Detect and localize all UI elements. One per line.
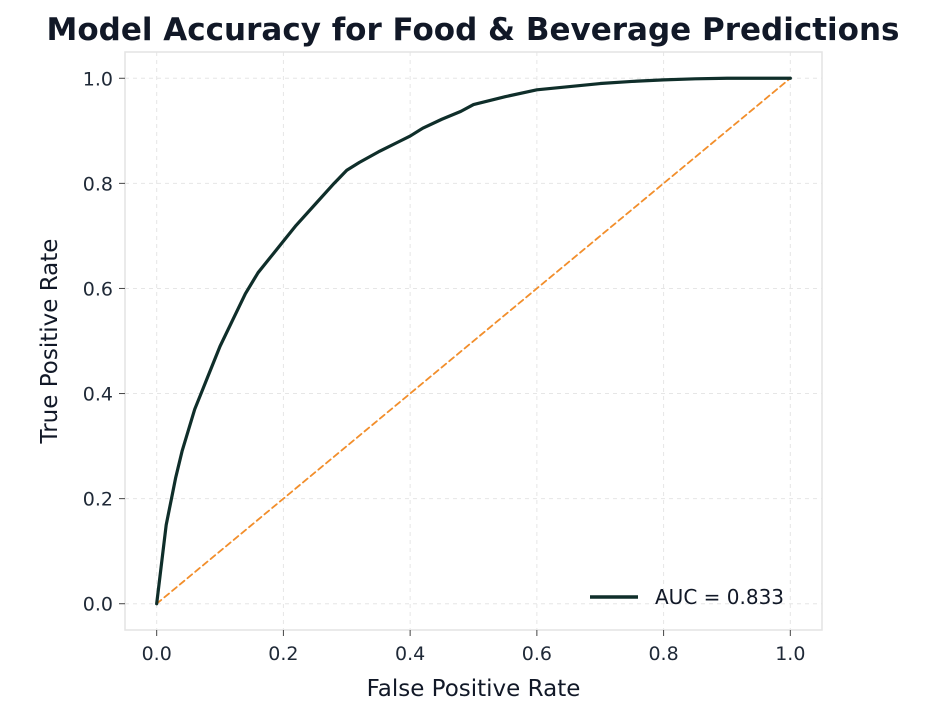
x-axis-label: False Positive Rate bbox=[367, 676, 581, 702]
chart-title: Model Accuracy for Food & Beverage Predi… bbox=[47, 12, 900, 48]
y-tick-label: 0.8 bbox=[83, 173, 113, 195]
x-tick-label: 1.0 bbox=[775, 643, 805, 665]
legend: AUC = 0.833 bbox=[590, 585, 784, 609]
plot-area: 0.0 0.2 0.4 0.6 0.8 1.0 0.0 0.2 0.4 0.6 0.8 1.0 bbox=[83, 51, 823, 665]
x-tick-label: 0.8 bbox=[648, 643, 678, 665]
x-tick-label: 0.2 bbox=[268, 643, 298, 665]
plot-frame bbox=[124, 51, 823, 631]
y-tick-label: 1.0 bbox=[83, 68, 113, 90]
x-tick-label: 0.6 bbox=[522, 643, 552, 665]
y-tick-label: 0.2 bbox=[83, 489, 113, 511]
x-tick-label: 0.4 bbox=[395, 643, 425, 665]
y-axis-label: True Positive Rate bbox=[37, 239, 63, 445]
legend-label: AUC = 0.833 bbox=[655, 585, 784, 609]
chance-diagonal-line bbox=[155, 77, 792, 605]
y-tick-label: 0.4 bbox=[83, 384, 113, 406]
y-tick-label: 0.0 bbox=[83, 594, 113, 616]
y-tick-label: 0.6 bbox=[83, 278, 113, 300]
x-tick-label: 0.0 bbox=[142, 643, 172, 665]
